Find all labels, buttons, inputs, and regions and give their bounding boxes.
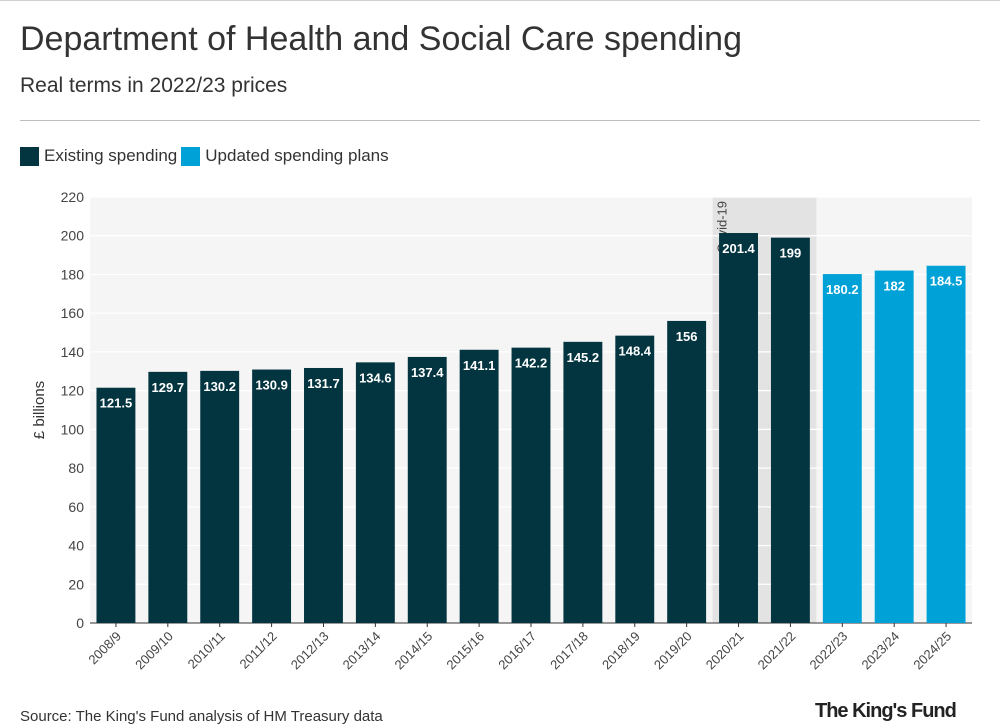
bar: [770, 237, 810, 623]
y-tick-label: 200: [61, 228, 85, 244]
bar-value-label: 129.7: [152, 380, 185, 395]
x-tick-label: 2017/18: [547, 629, 591, 673]
x-tick-label: 2019/20: [651, 629, 695, 673]
legend: Existing spending Updated spending plans: [20, 146, 393, 166]
bar-value-label: 134.6: [359, 370, 392, 385]
y-tick-label: 180: [61, 266, 85, 282]
bar: [822, 274, 862, 623]
bar: [459, 349, 499, 623]
bar: [96, 387, 136, 623]
x-tick-label: 2020/21: [703, 629, 747, 673]
bar: [407, 356, 447, 623]
chart-title: Department of Health and Social Care spe…: [20, 20, 742, 58]
bar-value-label: 182: [883, 279, 905, 294]
bar-value-label: 199: [780, 246, 802, 261]
x-tick-label: 2023/24: [858, 629, 902, 673]
x-tick-label: 2024/25: [910, 629, 954, 673]
top-rule: [0, 0, 1000, 1]
legend-label-updated: Updated spending plans: [205, 146, 389, 165]
y-tick-label: 120: [61, 383, 85, 399]
bar-value-label: 180.2: [826, 282, 859, 297]
bar-value-label: 156: [676, 329, 698, 344]
bar-value-label: 137.4: [411, 365, 444, 380]
bar: [874, 270, 914, 623]
bar: [200, 370, 240, 623]
bar-value-label: 121.5: [100, 396, 133, 411]
brand-logo: The King's Fund: [815, 700, 957, 722]
legend-swatch-existing: [20, 146, 39, 166]
y-tick-label: 100: [61, 421, 85, 437]
bar-value-label: 130.2: [203, 379, 236, 394]
x-tick-label: 2021/22: [755, 629, 799, 673]
x-tick-label: 2015/16: [443, 629, 487, 673]
bar-value-label: 141.1: [463, 358, 496, 373]
y-tick-label: 220: [61, 189, 85, 205]
x-tick-label: 2009/10: [132, 629, 176, 673]
chart-subtitle: Real terms in 2022/23 prices: [20, 74, 288, 97]
y-tick-label: 40: [68, 538, 84, 554]
bar-value-label: 148.4: [618, 344, 651, 359]
bar-value-label: 145.2: [567, 350, 600, 365]
bar: [511, 347, 551, 623]
bar-value-label: 184.5: [930, 274, 963, 289]
legend-item-updated: Updated spending plans: [181, 146, 389, 166]
x-tick-label: 2011/12: [237, 629, 280, 672]
bar: [615, 335, 655, 623]
legend-swatch-updated: [181, 146, 201, 166]
x-tick-label: 2014/15: [392, 629, 436, 673]
y-tick-label: 60: [68, 499, 84, 515]
y-tick-label: 0: [76, 615, 84, 631]
y-tick-label: 80: [68, 460, 84, 476]
x-tick-label: 2018/19: [599, 629, 643, 673]
bar: [926, 265, 966, 623]
x-tick-label: 2013/14: [340, 629, 384, 673]
bar: [563, 341, 603, 623]
bar: [719, 233, 758, 623]
y-tick-label: 140: [61, 344, 85, 360]
x-tick-label: 2016/17: [495, 629, 539, 673]
bar-chart: Covid-19020406080100120140160180200220£ …: [31, 189, 972, 673]
bar: [355, 362, 395, 623]
bar-value-label: 142.2: [515, 356, 548, 371]
bar-value-label: 130.9: [255, 378, 288, 393]
header-divider: [20, 120, 980, 121]
bar: [252, 369, 292, 623]
x-tick-label: 2012/13: [288, 629, 332, 673]
bar: [667, 320, 707, 623]
legend-label-existing: Existing spending: [44, 146, 178, 165]
bar: [304, 367, 343, 623]
bar-value-label: 201.4: [722, 241, 755, 256]
legend-item-existing: Existing spending: [20, 146, 177, 166]
y-axis-label: £ billions: [31, 381, 48, 439]
y-tick-label: 160: [61, 305, 85, 321]
y-tick-label: 20: [68, 576, 84, 592]
source-note: Source: The King's Fund analysis of HM T…: [20, 708, 383, 725]
bar-value-label: 131.7: [307, 376, 340, 391]
x-tick-label: 2010/11: [185, 629, 228, 672]
x-tick-label: 2008/9: [85, 629, 124, 668]
bar: [148, 371, 188, 623]
x-tick-label: 2022/23: [807, 629, 851, 673]
